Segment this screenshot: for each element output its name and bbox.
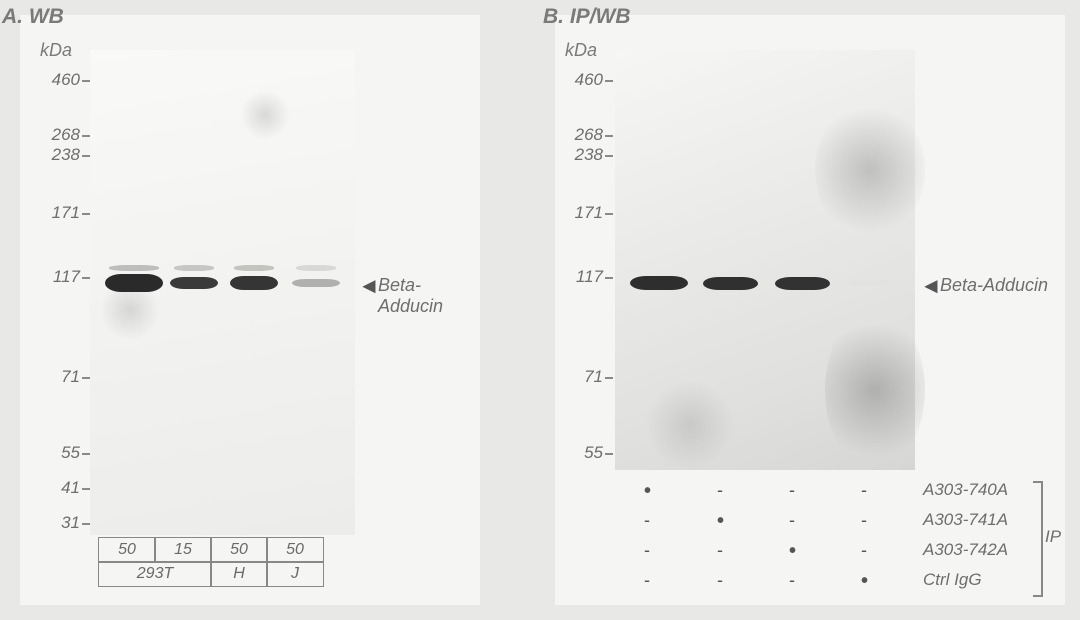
tick [82, 488, 90, 490]
arrow-a: ◄ [358, 273, 380, 299]
blot-a [90, 50, 355, 535]
arrow-label-b: Beta-Adducin [940, 275, 1048, 296]
minus-marker: - [861, 540, 867, 561]
kda-label-a: kDa [40, 40, 72, 61]
plus-marker: • [717, 510, 724, 533]
plus-marker: • [644, 480, 651, 503]
ip-antibody-label: A303-742A [923, 540, 1008, 560]
panel-a-title: A. WB [2, 5, 64, 29]
panel-b-ipwb: B. IP/WB kDa ◄ Beta-Adducin IP 460268238… [555, 15, 1065, 605]
kda-label-b: kDa [565, 40, 597, 61]
plus-marker: • [861, 570, 868, 593]
lane-sample-2: H [210, 561, 268, 587]
mw-label: 71 [40, 367, 80, 387]
mw-label: 31 [40, 513, 80, 533]
band-main [630, 276, 688, 290]
mw-label: 460 [563, 70, 603, 90]
tick [605, 377, 613, 379]
tick [605, 277, 613, 279]
tick [82, 213, 90, 215]
band-main [292, 279, 340, 287]
band-faint [234, 265, 274, 271]
mw-label: 171 [40, 203, 80, 223]
plus-marker: • [789, 540, 796, 563]
lane-sample-1: 293T [98, 561, 212, 587]
arrow-b: ◄ [920, 273, 942, 299]
tick [605, 453, 613, 455]
tick [82, 277, 90, 279]
mw-label: 41 [40, 478, 80, 498]
tick [605, 213, 613, 215]
band-main [170, 277, 218, 289]
minus-marker: - [644, 570, 650, 591]
tick [605, 135, 613, 137]
band-faint [109, 265, 159, 271]
lane-load-4: 50 [266, 537, 324, 563]
ip-antibody-label: Ctrl IgG [923, 570, 982, 590]
tick [82, 377, 90, 379]
band-main [775, 277, 830, 290]
mw-label: 238 [563, 145, 603, 165]
mw-label: 55 [40, 443, 80, 463]
mw-label: 117 [40, 267, 80, 287]
tick [82, 155, 90, 157]
minus-marker: - [644, 510, 650, 531]
minus-marker: - [717, 540, 723, 561]
minus-marker: - [717, 570, 723, 591]
band-main [105, 274, 163, 292]
panel-b-title: B. IP/WB [543, 5, 631, 29]
tick [82, 80, 90, 82]
tick [82, 135, 90, 137]
tick [605, 80, 613, 82]
panel-a-wb: A. WB kDa ◄ Beta-Adducin 50 15 50 50 293… [20, 15, 480, 605]
lane-sample-3: J [266, 561, 324, 587]
minus-marker: - [789, 570, 795, 591]
ip-antibody-label: A303-740A [923, 480, 1008, 500]
minus-marker: - [861, 480, 867, 501]
mw-label: 238 [40, 145, 80, 165]
mw-label: 460 [40, 70, 80, 90]
lane-load-3: 50 [210, 537, 268, 563]
mw-label: 55 [563, 443, 603, 463]
lane-load-1: 50 [98, 537, 156, 563]
mw-label: 268 [40, 125, 80, 145]
band-main [230, 276, 278, 290]
ip-bracket [1033, 481, 1043, 597]
tick [82, 523, 90, 525]
mw-label: 171 [563, 203, 603, 223]
minus-marker: - [861, 510, 867, 531]
mw-label: 268 [563, 125, 603, 145]
mw-label: 71 [563, 367, 603, 387]
ip-antibody-label: A303-741A [923, 510, 1008, 530]
minus-marker: - [789, 510, 795, 531]
minus-marker: - [789, 480, 795, 501]
tick [605, 155, 613, 157]
band-faint [296, 265, 336, 271]
band-main [703, 277, 758, 290]
tick [82, 453, 90, 455]
lane-load-2: 15 [154, 537, 212, 563]
minus-marker: - [644, 540, 650, 561]
arrow-label-a: Beta-Adducin [378, 275, 480, 317]
blot-b [615, 50, 915, 470]
band-faint [174, 265, 214, 271]
minus-marker: - [717, 480, 723, 501]
band-main [847, 280, 895, 286]
mw-label: 117 [563, 267, 603, 287]
ip-text: IP [1045, 527, 1061, 547]
